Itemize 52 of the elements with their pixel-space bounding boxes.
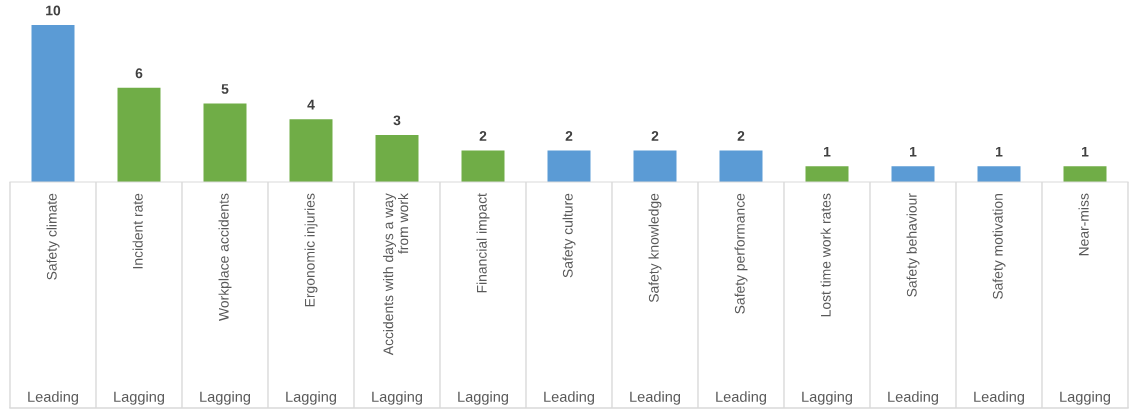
bar [891,166,935,182]
text: Lagging [1060,391,1111,405]
text: Leading [544,391,595,405]
bar [461,150,505,182]
text: Lagging [372,391,423,405]
bar [719,150,763,182]
text: Lagging [286,391,337,405]
data-label: 5 [221,84,229,94]
x-tick-label: Financial impact [476,193,490,293]
x-tick-label: Safety culture [562,193,576,278]
bar [805,166,849,182]
text: Leading [716,391,767,405]
x-tick-label: Incident rate [132,193,143,269]
x-tick-label: Workplace accidents [218,193,232,321]
x-tick-label: Safety behaviour [906,193,920,297]
x-tick-label: Accidents with days a way from work [383,193,409,356]
bar [203,103,247,182]
x-tick-label: Lost time work rates [820,193,831,317]
bar [375,134,419,182]
x-tick-label: Safety motivation [992,194,1006,300]
x-tick-label: Safety knowledge [648,193,662,303]
x-tick-label: Safety performance [734,193,748,314]
data-label: 2 [737,131,745,141]
data-label: 1 [1082,146,1089,157]
text: Leading [974,391,1025,405]
text: Lagging [200,391,251,405]
bar [633,150,677,182]
bar [31,25,75,182]
data-label: 4 [307,99,315,110]
text: Lagging [114,391,165,405]
bar [977,166,1021,182]
data-label: 2 [479,131,487,141]
x-tick-label: Near-miss [1078,193,1089,256]
text: Lagging [802,391,853,405]
text: Lagging [458,391,509,405]
data-label: 1 [824,146,831,157]
data-label: 2 [565,131,573,141]
bar [289,119,333,182]
bar [117,87,161,182]
data-label: 3 [393,115,401,126]
bar [1063,166,1107,182]
data-label: 2 [651,131,659,141]
text: Leading [28,391,79,405]
data-label: 10 [46,5,61,16]
text: Leading [888,391,939,405]
x-tick-label: Ergonomic injuries [304,193,318,307]
bar [547,150,591,182]
text: Leading [630,391,681,405]
x-tick-label: Safety climate [46,193,60,280]
data-label: 1 [910,146,917,157]
data-label: 1 [996,146,1003,157]
data-label: 6 [135,68,143,79]
